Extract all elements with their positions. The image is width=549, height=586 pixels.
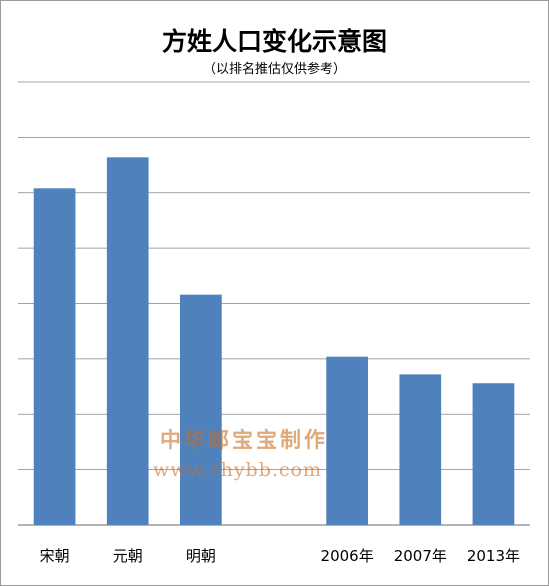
- gridlines: [18, 81, 530, 526]
- bar-5: [399, 374, 442, 525]
- bar-6: [472, 383, 515, 525]
- category-label-5: 2007年: [394, 547, 447, 565]
- bars: [33, 157, 515, 525]
- category-label-6: 2013年: [467, 547, 520, 565]
- category-labels: 宋朝 元朝 明朝 2006年 2007年 2013年: [40, 547, 520, 565]
- watermark-line1: 中华邮宝宝制作: [160, 427, 328, 452]
- category-label-1: 元朝: [113, 547, 143, 565]
- chart-title: 方姓人口变化示意图: [161, 27, 387, 56]
- category-label-2: 明朝: [186, 547, 216, 565]
- category-label-4: 2006年: [321, 547, 374, 565]
- watermark-line2: www.zhybb.com: [153, 459, 323, 481]
- bar-2: [180, 294, 222, 525]
- category-label-0: 宋朝: [40, 547, 70, 565]
- bar-4: [326, 356, 368, 525]
- bar-1: [106, 157, 149, 525]
- chart-subtitle: （以排名推估仅供参考）: [202, 62, 346, 77]
- bar-0: [33, 188, 76, 525]
